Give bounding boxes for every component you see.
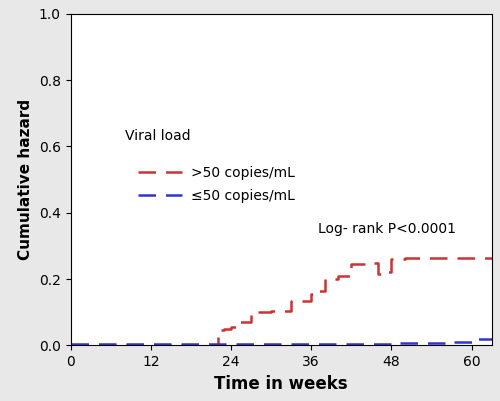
Y-axis label: Cumulative hazard: Cumulative hazard [18, 99, 34, 260]
X-axis label: Time in weeks: Time in weeks [214, 375, 348, 393]
Text: Viral load: Viral load [126, 129, 191, 143]
Text: Log- rank P<0.0001: Log- rank P<0.0001 [318, 222, 456, 236]
Legend: >50 copies/mL, ≤50 copies/mL: >50 copies/mL, ≤50 copies/mL [132, 160, 300, 209]
